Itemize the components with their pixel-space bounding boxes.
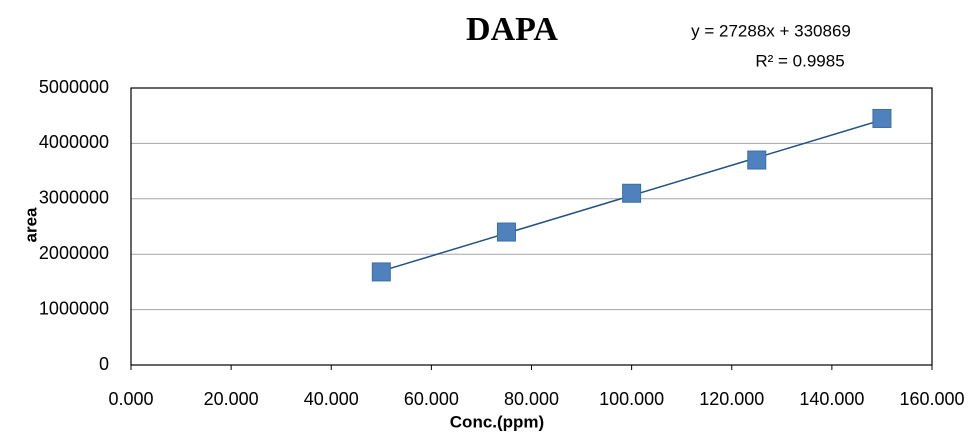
x-tick-label: 160.000 xyxy=(899,389,964,409)
x-tick-label: 60.000 xyxy=(404,389,459,409)
y-tick-label: 5000000 xyxy=(39,77,109,97)
data-point xyxy=(371,262,391,282)
x-tick-label: 20.000 xyxy=(204,389,259,409)
x-tick-label: 140.000 xyxy=(799,389,864,409)
x-tick-label: 0.000 xyxy=(108,389,153,409)
y-tick-label: 1000000 xyxy=(39,298,109,318)
data-point xyxy=(622,183,642,203)
data-point xyxy=(747,150,767,170)
data-point xyxy=(496,222,516,242)
x-axis-label: Conc.(ppm) xyxy=(450,412,544,431)
y-tick-label: 4000000 xyxy=(39,132,109,152)
y-tick-label: 2000000 xyxy=(39,243,109,263)
x-tick-label: 100.000 xyxy=(599,389,664,409)
data-point xyxy=(872,108,892,128)
x-tick-label: 120.000 xyxy=(699,389,764,409)
trend-equation: y = 27288x + 330869 xyxy=(691,21,851,40)
r-squared: R² = 0.9985 xyxy=(755,51,844,70)
x-tick-label: 80.000 xyxy=(504,389,559,409)
x-tick-label: 40.000 xyxy=(304,389,359,409)
y-axis-label: area xyxy=(21,207,40,243)
y-tick-label: 3000000 xyxy=(39,188,109,208)
chart-title: DAPA xyxy=(466,11,558,48)
y-tick-label: 0 xyxy=(99,354,109,374)
plot-border xyxy=(130,87,933,366)
